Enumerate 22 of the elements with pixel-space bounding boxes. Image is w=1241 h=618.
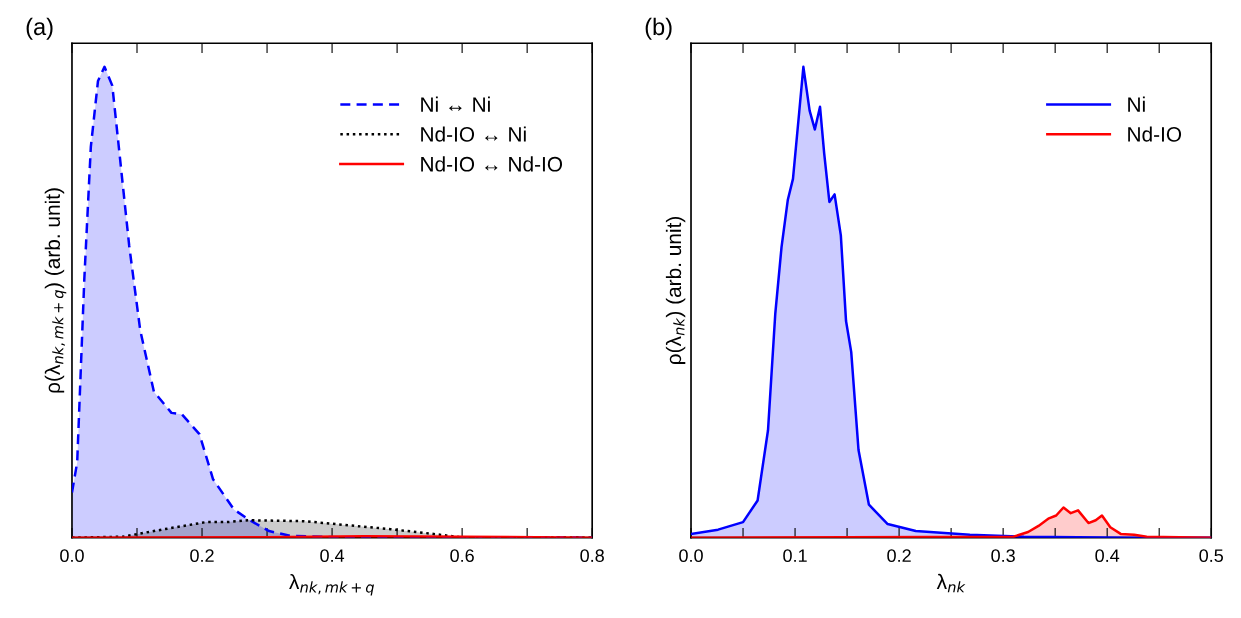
legend-label: Nd-IO ↔ Ni — [421, 126, 526, 142]
x-tick-label: 0.2 — [887, 549, 911, 563]
x-tick-label: 0.4 — [320, 549, 345, 563]
x-tick-label: 0.3 — [991, 549, 1015, 563]
legend-label: Ni — [1128, 96, 1145, 112]
chart-title: (a) — [26, 17, 53, 40]
x-axis-title: λ$_{nk,mk+q}$ — [289, 573, 374, 596]
legend-label: Nd-IO — [1128, 126, 1182, 142]
y-axis-title: ρ(λ$_{nk}$) (arb. unit) — [665, 217, 686, 364]
legend-label: Ni ↔ Ni — [421, 96, 490, 112]
chart-title: (b) — [645, 17, 672, 40]
x-axis-title: λ$_{nk}$ — [936, 573, 966, 593]
y-axis-title: ρ(λ$_{nk,mk+q}$) (arb. unit) — [44, 188, 67, 393]
x-tick-label: 0.2 — [190, 549, 214, 563]
legend-label: Nd-IO ↔ Nd-IO — [421, 156, 563, 172]
x-tick-label: 0.5 — [1199, 549, 1224, 563]
x-tick-label: 0.6 — [450, 549, 474, 563]
x-tick-label: 0.8 — [580, 549, 604, 563]
x-tick-label: 0.1 — [783, 549, 807, 563]
x-tick-label: 0.0 — [60, 549, 84, 563]
x-tick-label: 0.0 — [679, 549, 703, 563]
x-tick-label: 0.4 — [1095, 549, 1120, 563]
